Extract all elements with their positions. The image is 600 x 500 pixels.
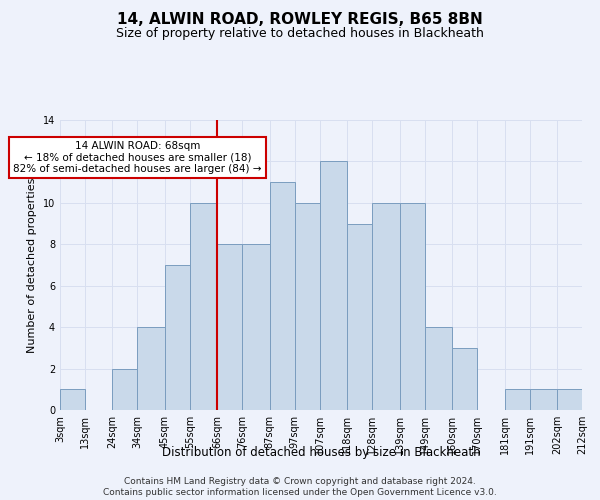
Bar (295, 203, 320, 410)
Bar (217, 244, 242, 410)
Bar (190, 203, 217, 410)
Bar (425, 327, 452, 410)
Text: Contains HM Land Registry data © Crown copyright and database right 2024.: Contains HM Land Registry data © Crown c… (124, 476, 476, 486)
Bar (320, 162, 347, 410)
Bar (400, 203, 425, 410)
Bar (60, 390, 85, 410)
Y-axis label: Number of detached properties: Number of detached properties (27, 178, 37, 352)
Bar (137, 327, 165, 410)
Text: Size of property relative to detached houses in Blackheath: Size of property relative to detached ho… (116, 28, 484, 40)
Bar (165, 265, 190, 410)
Bar (347, 224, 372, 410)
Bar (452, 348, 477, 410)
Text: Contains public sector information licensed under the Open Government Licence v3: Contains public sector information licen… (103, 488, 497, 497)
Bar (112, 368, 137, 410)
Bar (242, 244, 270, 410)
Bar (557, 390, 582, 410)
Bar (530, 390, 557, 410)
Text: Distribution of detached houses by size in Blackheath: Distribution of detached houses by size … (161, 446, 481, 459)
Bar (270, 182, 295, 410)
Bar (505, 390, 530, 410)
Bar (372, 203, 400, 410)
Text: 14 ALWIN ROAD: 68sqm
← 18% of detached houses are smaller (18)
82% of semi-detac: 14 ALWIN ROAD: 68sqm ← 18% of detached h… (13, 140, 262, 174)
Text: 14, ALWIN ROAD, ROWLEY REGIS, B65 8BN: 14, ALWIN ROAD, ROWLEY REGIS, B65 8BN (117, 12, 483, 28)
